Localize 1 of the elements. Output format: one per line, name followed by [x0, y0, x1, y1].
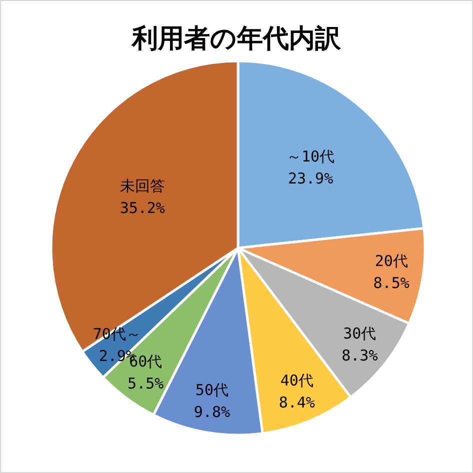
- title: 利用者の年代内訳: [132, 24, 341, 54]
